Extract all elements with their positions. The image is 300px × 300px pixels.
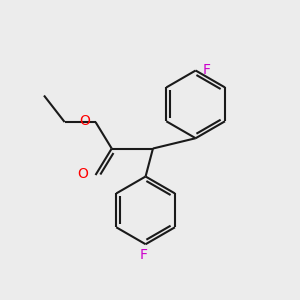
Text: O: O (79, 114, 90, 128)
Text: F: F (203, 64, 211, 77)
Text: O: O (78, 167, 88, 181)
Text: F: F (140, 248, 148, 262)
